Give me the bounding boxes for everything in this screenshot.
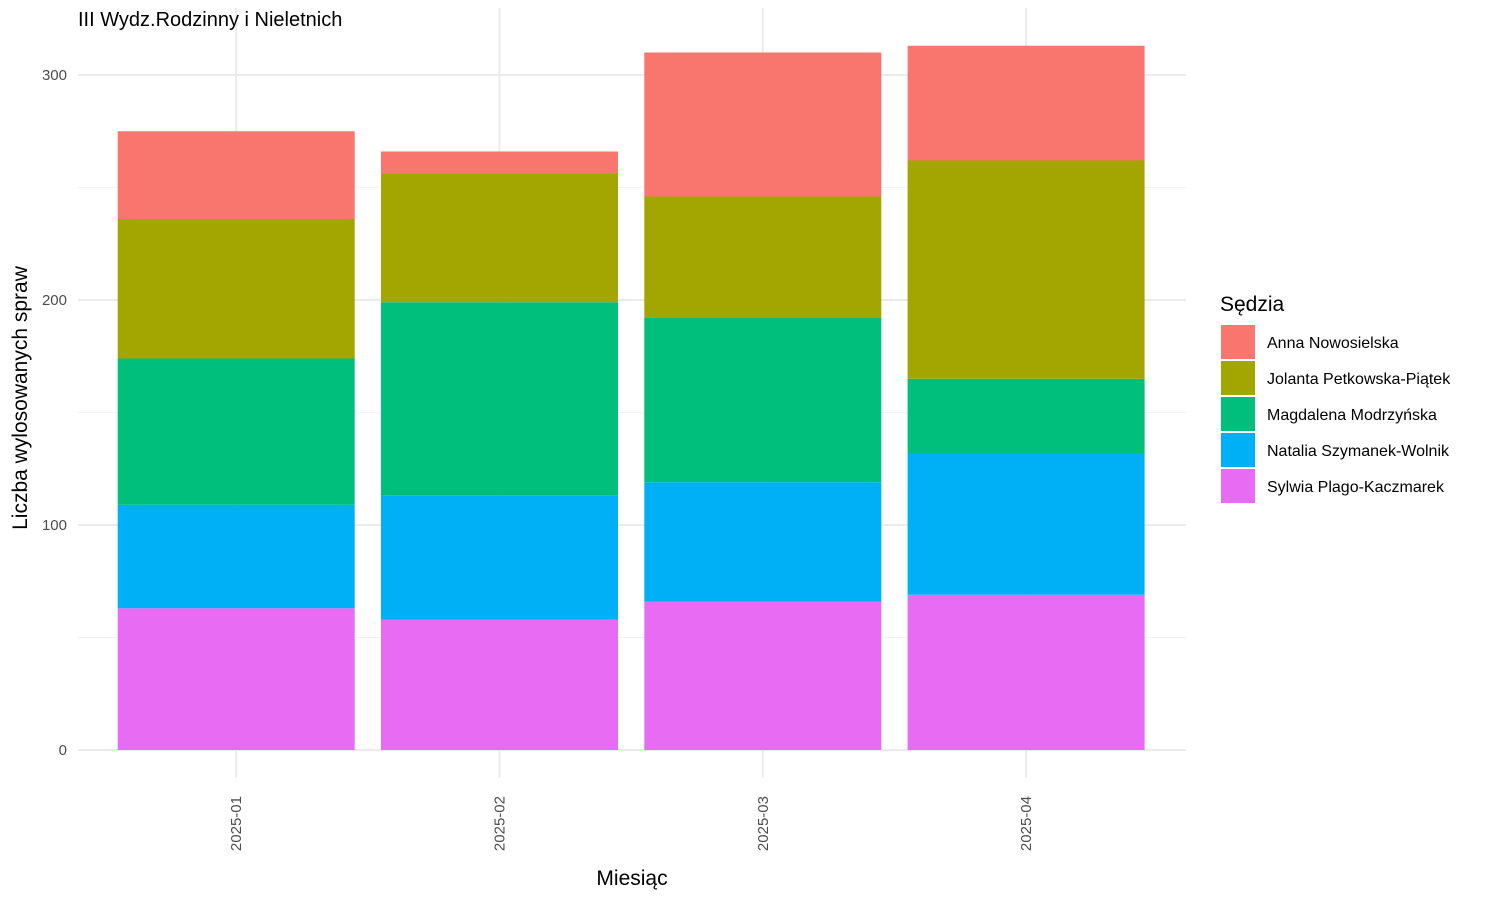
- bar-segment: [381, 151, 618, 174]
- bar-stack-2025-02: [381, 151, 618, 750]
- legend-swatch: [1221, 397, 1255, 431]
- legend-swatch: [1221, 325, 1255, 359]
- bar-segment: [117, 504, 355, 609]
- bar-segment: [644, 482, 882, 602]
- bar-segment: [907, 453, 1145, 595]
- bar-stack-2025-01: [117, 131, 355, 750]
- bar-segment: [381, 619, 618, 750]
- bar-segment: [644, 52, 882, 197]
- bar-stack-2025-03: [644, 52, 882, 750]
- legend: Sędzia Anna Nowosielska Jolanta Petkowska…: [1220, 293, 1451, 503]
- bar-stack-2025-04: [907, 45, 1145, 750]
- legend-swatch: [1221, 433, 1255, 467]
- bars: [117, 45, 1145, 750]
- legend-swatch: [1221, 469, 1255, 503]
- x-axis: 2025-01 2025-02 2025-03 2025-04: [228, 796, 1035, 851]
- legend-label: Jolanta Petkowska-Piątek: [1267, 371, 1451, 388]
- bar-segment: [644, 318, 882, 483]
- legend-title: Sędzia: [1220, 293, 1285, 316]
- bar-segment: [117, 131, 355, 219]
- x-axis-title: Miesiąc: [596, 867, 667, 890]
- y-axis-title: Liczba wylosowanych spraw: [9, 265, 32, 530]
- bar-segment: [117, 219, 355, 359]
- y-tick-label: 200: [42, 292, 67, 309]
- bar-segment: [907, 378, 1145, 453]
- x-tick-label: 2025-04: [1018, 796, 1035, 851]
- bar-segment: [381, 495, 618, 620]
- chart-title: III Wydz.Rodzinny i Nieletnich: [78, 9, 342, 31]
- legend-label: Anna Nowosielska: [1267, 335, 1399, 352]
- bar-segment: [644, 196, 882, 318]
- bar-segment: [117, 608, 355, 750]
- x-tick-label: 2025-02: [492, 796, 509, 851]
- y-tick-label: 300: [42, 67, 67, 84]
- bar-segment: [117, 358, 355, 505]
- legend-swatch: [1221, 361, 1255, 395]
- legend-label: Sylwia Plago-Kaczmarek: [1267, 479, 1445, 496]
- y-tick-label: 100: [42, 517, 67, 534]
- x-tick-label: 2025-01: [228, 796, 245, 851]
- bar-segment: [907, 45, 1145, 161]
- legend-label: Magdalena Modrzyńska: [1267, 407, 1437, 424]
- y-axis: 0 100 200 300: [42, 67, 67, 759]
- bar-segment: [644, 601, 882, 750]
- bar-segment: [907, 594, 1145, 750]
- bar-segment: [381, 302, 618, 496]
- x-tick-label: 2025-03: [755, 796, 772, 851]
- legend-label: Natalia Szymanek-Wolnik: [1267, 443, 1450, 460]
- bar-segment: [907, 160, 1145, 379]
- y-tick-label: 0: [59, 742, 67, 759]
- bar-segment: [381, 174, 618, 303]
